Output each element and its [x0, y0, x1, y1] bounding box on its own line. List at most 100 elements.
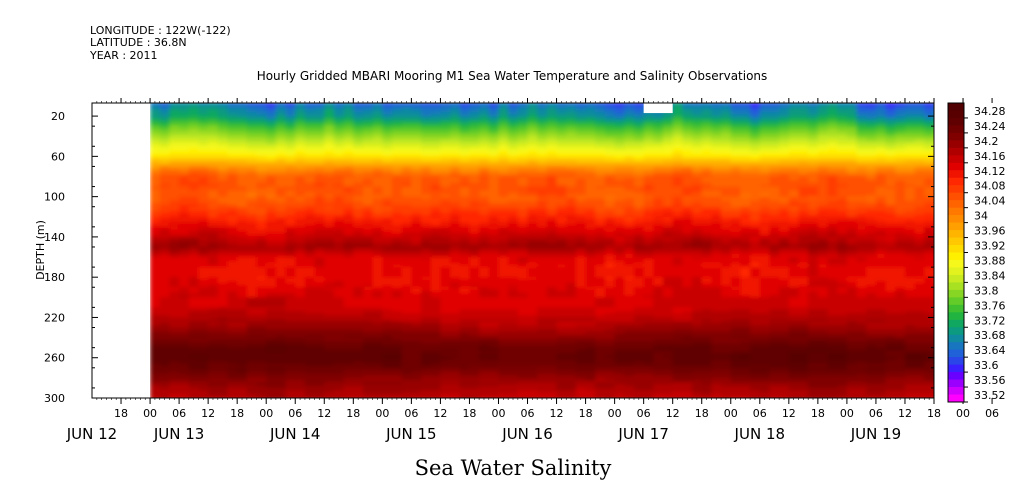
heatmap-cell — [392, 385, 403, 389]
heatmap-cell — [314, 170, 325, 174]
heatmap-cell — [208, 144, 219, 147]
heatmap-cell — [169, 253, 180, 256]
heatmap-cell — [392, 226, 403, 230]
heatmap-cell — [237, 104, 248, 107]
heatmap-cell — [430, 313, 442, 317]
heatmap-cell — [450, 202, 461, 206]
heatmap-cell — [314, 355, 325, 359]
heatmap-cell — [401, 108, 412, 111]
heatmap-cell — [333, 148, 345, 151]
heatmap-cell — [285, 387, 296, 391]
heatmap-cell — [362, 180, 374, 184]
heatmap-cell — [430, 319, 442, 323]
heatmap-cell — [227, 204, 238, 208]
heatmap-cell — [275, 373, 287, 377]
heatmap-cell — [188, 295, 200, 298]
heatmap-cell — [237, 369, 248, 373]
heatmap-cell — [362, 176, 374, 180]
heatmap-cell — [150, 275, 161, 278]
heatmap-cell — [333, 265, 345, 268]
heatmap-cell — [314, 110, 325, 113]
heatmap-cell — [198, 164, 209, 168]
heatmap-cell — [372, 192, 383, 196]
heatmap-cell — [217, 130, 229, 133]
heatmap-cell — [188, 212, 200, 216]
heatmap-cell — [343, 164, 354, 168]
heatmap-cell — [169, 257, 180, 260]
heatmap-cell — [150, 164, 161, 168]
heatmap-cell — [217, 208, 229, 212]
heatmap-cell — [353, 349, 364, 353]
heatmap-cell — [421, 279, 432, 282]
heatmap-cell — [169, 194, 180, 198]
heatmap-cell — [469, 112, 480, 115]
heatmap-cell — [314, 333, 325, 337]
heatmap-cell — [256, 341, 267, 345]
heatmap-cell — [179, 226, 190, 230]
heatmap-cell — [159, 180, 171, 184]
heatmap-cell — [275, 395, 287, 398]
heatmap-cell — [459, 317, 471, 321]
heatmap-cell — [285, 291, 296, 294]
heatmap-cell — [179, 385, 190, 389]
heatmap-cell — [179, 389, 190, 393]
heatmap-cell — [246, 375, 258, 379]
heatmap-cell — [285, 325, 296, 329]
heatmap-cell — [469, 222, 480, 226]
heatmap-cell — [459, 393, 471, 397]
heatmap-cell — [353, 333, 364, 337]
heatmap-cell — [401, 198, 412, 202]
heatmap-cell — [266, 307, 277, 310]
heatmap-cell — [421, 136, 432, 139]
heatmap-cell — [179, 142, 190, 145]
heatmap-cell — [275, 315, 287, 319]
heatmap-cell — [392, 251, 403, 254]
heatmap-cell — [314, 112, 325, 115]
heatmap-cell — [392, 168, 403, 172]
heatmap-cell — [324, 325, 335, 329]
heatmap-cell — [266, 186, 277, 190]
heatmap-cell — [217, 393, 229, 397]
heatmap-cell — [372, 389, 383, 393]
heatmap-cell — [343, 373, 354, 377]
heatmap-cell — [421, 303, 432, 306]
heatmap-cell — [469, 255, 480, 258]
heatmap-cell — [430, 271, 442, 274]
heatmap-cell — [275, 379, 287, 383]
heatmap-cell — [343, 148, 354, 151]
heatmap-cell — [353, 359, 364, 363]
heatmap-cell — [295, 106, 306, 109]
heatmap-cell — [372, 234, 383, 238]
heatmap-cell — [217, 367, 229, 371]
heatmap-cell — [333, 230, 345, 234]
heatmap-cell — [411, 190, 422, 194]
heatmap-cell — [353, 389, 364, 393]
heatmap-cell — [324, 383, 335, 387]
heatmap-cell — [169, 232, 180, 236]
heatmap-cell — [150, 246, 161, 250]
heatmap-cell — [324, 198, 335, 202]
heatmap-cell — [469, 246, 480, 250]
heatmap-cell — [440, 224, 451, 228]
heatmap-cell — [411, 307, 422, 310]
heatmap-cell — [440, 271, 451, 274]
heatmap-cell — [179, 373, 190, 377]
heatmap-cell — [237, 198, 248, 202]
heatmap-cell — [421, 265, 432, 268]
heatmap-cell — [362, 315, 374, 319]
heatmap-cell — [372, 311, 383, 315]
heatmap-cell — [343, 307, 354, 310]
heatmap-cell — [285, 361, 296, 365]
heatmap-cell — [304, 285, 316, 288]
heatmap-cell — [459, 293, 471, 296]
heatmap-cell — [188, 391, 200, 395]
heatmap-cell — [459, 339, 471, 343]
heatmap-cell — [179, 184, 190, 188]
heatmap-cell — [450, 363, 461, 367]
heatmap-cell — [401, 234, 412, 238]
heatmap-cell — [275, 196, 287, 200]
heatmap-cell — [198, 106, 209, 109]
heatmap-cell — [179, 206, 190, 210]
heatmap-cell — [450, 144, 461, 147]
heatmap-cell — [382, 379, 393, 383]
